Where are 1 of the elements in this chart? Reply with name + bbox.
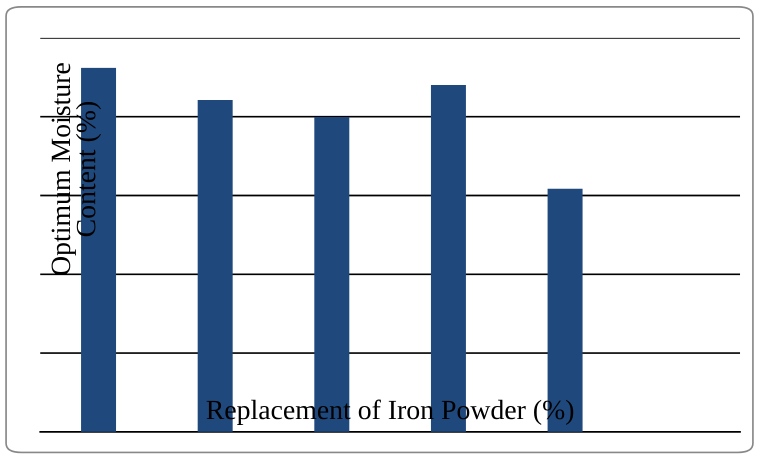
y-axis-title: Optimum Moisture Content (%) (52, 63, 102, 275)
